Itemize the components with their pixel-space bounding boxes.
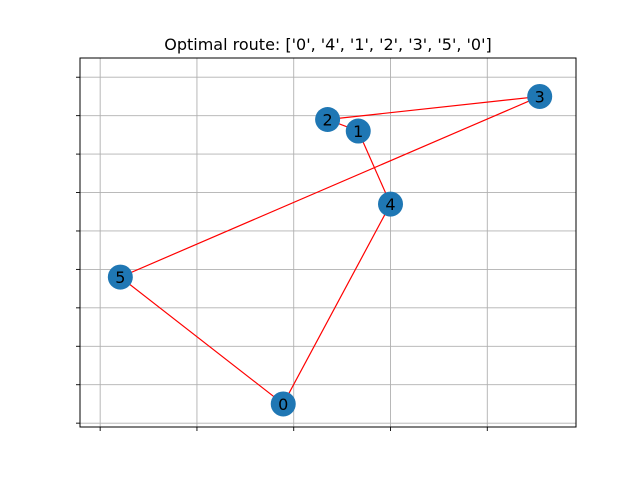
node-marker-4 xyxy=(378,191,404,217)
node-marker-1 xyxy=(345,118,371,144)
route-edge-3-5 xyxy=(120,95,540,278)
node-label-1: 1 xyxy=(353,122,363,141)
node-0: 0 xyxy=(270,391,296,417)
node-1: 1 xyxy=(345,118,371,144)
node-3: 3 xyxy=(527,83,553,109)
route-edge-5-0 xyxy=(119,276,284,405)
node-marker-5 xyxy=(107,264,133,290)
node-label-5: 5 xyxy=(115,268,125,287)
node-marker-0 xyxy=(270,391,296,417)
node-marker-3 xyxy=(527,83,553,109)
node-label-3: 3 xyxy=(535,87,545,106)
node-marker-2 xyxy=(315,107,341,132)
node-label-0: 0 xyxy=(278,395,288,414)
route-edge-2-3 xyxy=(327,95,540,121)
node-label-2: 2 xyxy=(323,111,333,130)
node-5: 5 xyxy=(107,264,133,290)
node-2: 2 xyxy=(315,107,341,132)
route-edges xyxy=(119,95,540,405)
plot-frame xyxy=(79,57,577,428)
node-label-4: 4 xyxy=(385,195,395,214)
grid xyxy=(76,58,576,431)
route-nodes: 0 1 2 3 4 5 xyxy=(107,83,553,417)
chart-title: Optimal route: ['0', '4', '1', '2', '3',… xyxy=(164,35,492,54)
route-edge-0-4 xyxy=(282,203,392,405)
node-4: 4 xyxy=(378,191,404,217)
